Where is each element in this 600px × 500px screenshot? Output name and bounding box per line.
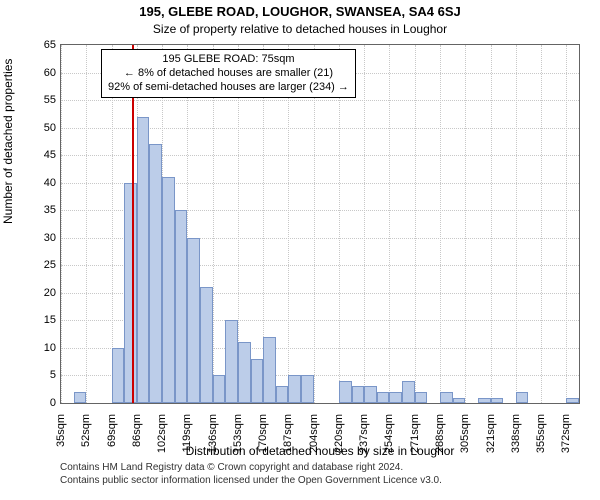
bar — [263, 337, 276, 403]
bar — [377, 392, 390, 403]
y-tick: 55 — [26, 94, 56, 106]
bar — [187, 238, 200, 403]
chart-title-sub: Size of property relative to detached ho… — [0, 22, 600, 36]
bar — [200, 287, 213, 403]
x-tick: 86sqm — [131, 414, 143, 447]
bar — [301, 375, 314, 403]
plot-area: 195 GLEBE ROAD: 75sqm← 8% of detached ho… — [60, 44, 580, 404]
reference-annotation: 195 GLEBE ROAD: 75sqm← 8% of detached ho… — [101, 49, 356, 98]
x-tick: 69sqm — [106, 414, 118, 447]
y-axis-label: Number of detached properties — [1, 59, 15, 224]
chart-title-main: 195, GLEBE ROAD, LOUGHOR, SWANSEA, SA4 6… — [0, 4, 600, 19]
x-axis-label: Distribution of detached houses by size … — [60, 444, 580, 458]
bar — [453, 398, 466, 404]
y-tick: 50 — [26, 122, 56, 134]
bar — [440, 392, 453, 403]
bar — [288, 375, 301, 403]
y-tick: 25 — [26, 259, 56, 271]
y-tick: 45 — [26, 149, 56, 161]
bar — [238, 342, 251, 403]
bar — [352, 386, 365, 403]
x-tick: 35sqm — [55, 414, 67, 447]
y-tick: 60 — [26, 67, 56, 79]
bar — [276, 386, 289, 403]
bar — [251, 359, 264, 403]
x-tick: 52sqm — [80, 414, 92, 447]
bar — [415, 392, 428, 403]
footer-line-1: Contains HM Land Registry data © Crown c… — [60, 462, 580, 475]
y-tick: 15 — [26, 314, 56, 326]
bar — [225, 320, 238, 403]
bar — [74, 392, 87, 403]
bar — [175, 210, 188, 403]
footer-attribution: Contains HM Land Registry data © Crown c… — [60, 462, 580, 487]
y-tick: 35 — [26, 204, 56, 216]
y-tick: 0 — [26, 397, 56, 409]
y-tick: 20 — [26, 287, 56, 299]
bar — [162, 177, 175, 403]
y-tick: 5 — [26, 369, 56, 381]
bar — [566, 398, 579, 404]
histogram-chart: 195, GLEBE ROAD, LOUGHOR, SWANSEA, SA4 6… — [0, 0, 600, 500]
bar — [491, 398, 504, 404]
y-tick: 65 — [26, 39, 56, 51]
bar — [389, 392, 402, 403]
bar — [339, 381, 352, 403]
bar — [149, 144, 162, 403]
footer-line-2: Contains public sector information licen… — [60, 475, 580, 488]
bar — [137, 117, 150, 403]
bar — [402, 381, 415, 403]
y-tick: 10 — [26, 342, 56, 354]
bar — [478, 398, 491, 404]
y-tick: 40 — [26, 177, 56, 189]
bar — [124, 183, 137, 403]
bar — [213, 375, 226, 403]
bar — [112, 348, 125, 403]
bar — [364, 386, 377, 403]
y-tick: 30 — [26, 232, 56, 244]
bar — [516, 392, 529, 403]
